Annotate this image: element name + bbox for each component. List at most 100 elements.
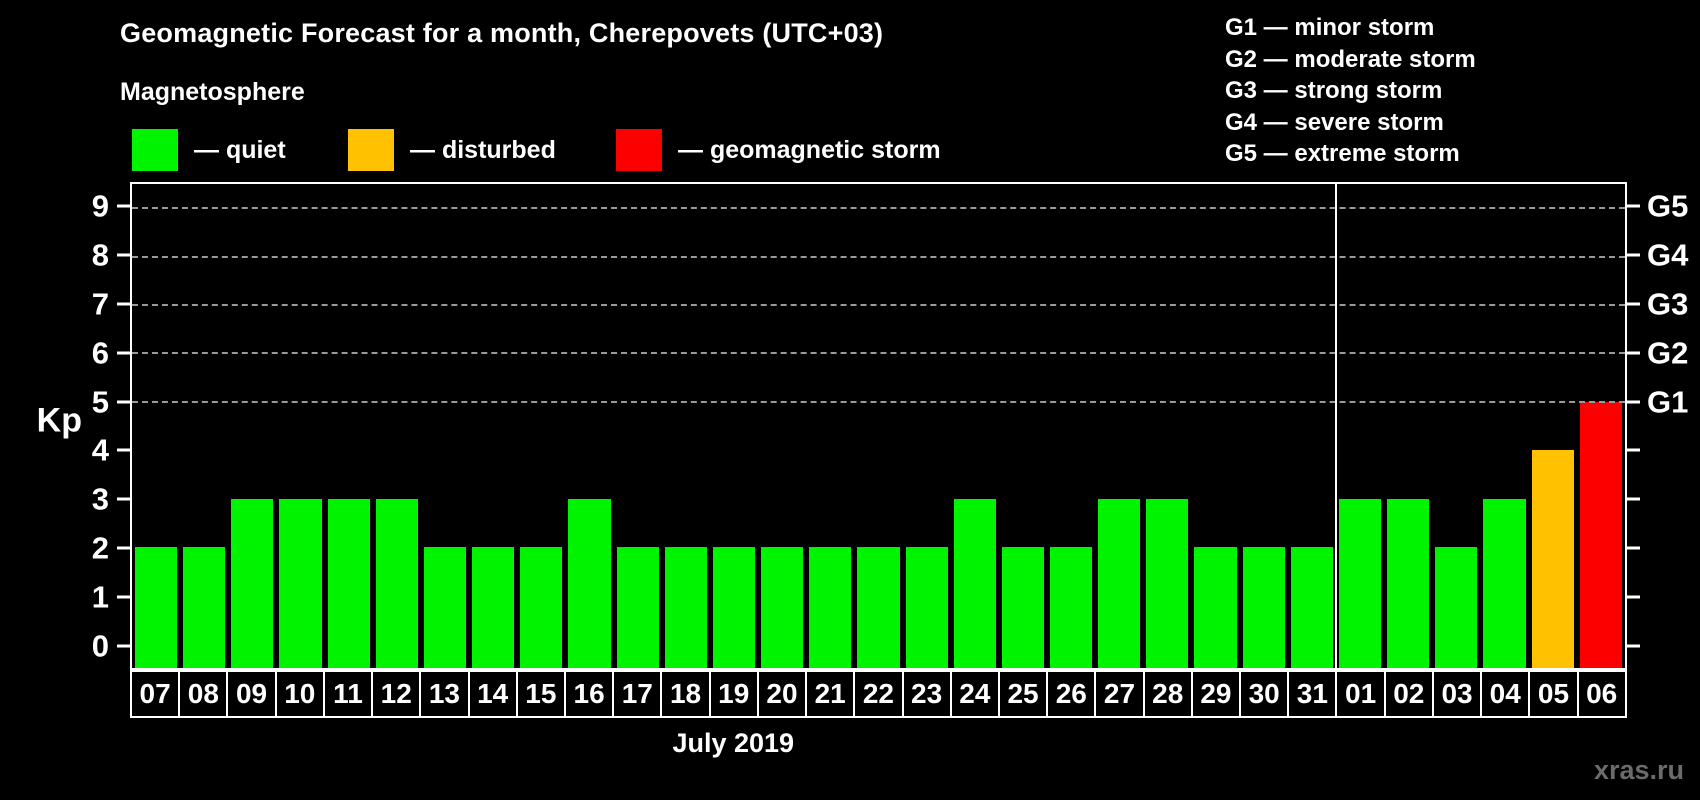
- magnetosphere-label: Magnetosphere: [120, 78, 305, 106]
- kp-bar-day-02: [1387, 498, 1430, 668]
- kp-bar-day-04: [1483, 498, 1526, 668]
- day-label-13: 13: [419, 672, 467, 716]
- y-tick-right-3: [1627, 497, 1640, 501]
- day-label-09: 09: [226, 672, 274, 716]
- y-tick-left-8: [117, 253, 130, 257]
- kp-bar-day-06: [1579, 401, 1622, 668]
- kp-bar-day-25: [1001, 547, 1044, 668]
- y-tick-left-1: [117, 595, 130, 599]
- y-tick-right-1: [1627, 595, 1640, 599]
- day-label-05: 05: [1528, 672, 1576, 716]
- kp-bar-day-01: [1338, 498, 1382, 668]
- legend-swatch-quiet: [132, 129, 178, 171]
- kp-bar-day-23: [905, 547, 948, 668]
- kp-bar-day-11: [327, 498, 370, 668]
- day-label-03: 03: [1431, 672, 1480, 716]
- y-tick-left-9: [117, 204, 130, 208]
- x-axis-label: July 2019: [672, 728, 795, 758]
- y-tick-left-0: [117, 644, 130, 648]
- kp-bar-day-20: [761, 547, 804, 668]
- kp-bar-day-09: [231, 498, 274, 668]
- storm-scale-line-g3: G3 — strong storm: [1225, 77, 1443, 104]
- kp-bar-day-16: [568, 498, 611, 668]
- kp-bar-day-19: [712, 547, 756, 668]
- kp-bar-day-17: [616, 547, 659, 668]
- y-tick-right-5: [1627, 400, 1640, 404]
- kp-bar-day-21: [809, 547, 852, 668]
- y-tick-label-8: 8: [91, 237, 109, 273]
- g-scale-label-G4: G4: [1647, 237, 1689, 273]
- kp-bar-day-26: [1049, 547, 1093, 668]
- storm-scale-legend: G1 — minor storm G2 — moderate storm G3 — …: [1225, 12, 1476, 170]
- y-tick-left-6: [117, 351, 130, 355]
- gridline-kp-7: [132, 304, 1625, 306]
- day-label-26: 26: [1046, 672, 1094, 716]
- y-tick-right-8: [1627, 253, 1640, 257]
- y-tick-label-4: 4: [91, 432, 109, 468]
- kp-bar-day-29: [1194, 547, 1237, 668]
- kp-bar-day-03: [1435, 547, 1478, 668]
- day-label-06: 06: [1576, 672, 1625, 716]
- kp-bar-day-22: [857, 547, 900, 668]
- y-axis-label: Kp: [36, 401, 82, 440]
- day-label-29: 29: [1190, 672, 1239, 716]
- day-label-31: 31: [1287, 672, 1335, 716]
- x-axis-day-labels: 07 08 09 10 11 12 13 14 15 16 17 18 19 20 21 22 23 24 25 26…: [130, 670, 1627, 718]
- storm-scale-line-g4: G4 — severe storm: [1225, 108, 1444, 136]
- y-tick-left-7: [117, 302, 130, 306]
- storm-scale-line-g1: G1 — minor storm: [1225, 14, 1435, 41]
- day-label-14: 14: [467, 672, 516, 716]
- kp-bar-day-15: [520, 547, 563, 668]
- legend-label-quiet: — quiet: [194, 135, 286, 164]
- kp-bar-day-05: [1531, 450, 1574, 668]
- month-separator-line: [1335, 184, 1338, 668]
- gridline-kp-9: [132, 207, 1625, 210]
- day-label-08: 08: [178, 672, 226, 716]
- y-tick-right-2: [1627, 546, 1640, 550]
- bars-container: [132, 184, 1625, 668]
- day-label-22: 22: [853, 672, 901, 716]
- kp-bar-day-07: [135, 547, 178, 668]
- legend-item-disturbed: — disturbed: [348, 128, 556, 172]
- kp-bar-day-30: [1242, 547, 1285, 668]
- day-label-15: 15: [515, 672, 564, 716]
- page-title: Geomagnetic Forecast for a month, Cherep…: [120, 18, 884, 48]
- kp-bar-day-08: [183, 547, 226, 668]
- g-scale-label-G1: G1: [1647, 384, 1689, 420]
- day-label-30: 30: [1239, 672, 1287, 716]
- day-label-28: 28: [1142, 672, 1191, 716]
- day-label-18: 18: [660, 672, 708, 716]
- day-label-17: 17: [612, 672, 660, 716]
- y-tick-label-9: 9: [91, 188, 109, 224]
- day-label-07: 07: [139, 678, 171, 709]
- day-label-02: 02: [1383, 672, 1432, 716]
- kp-bar-day-24: [953, 498, 996, 668]
- day-label-21: 21: [805, 672, 853, 716]
- g-scale-label-G3: G3: [1647, 286, 1689, 322]
- kp-bar-day-14: [472, 547, 515, 668]
- plot-area: [130, 182, 1627, 670]
- legend-item-quiet: — quiet: [132, 128, 286, 172]
- watermark: xras.ru: [1593, 755, 1684, 785]
- y-tick-label-3: 3: [91, 481, 109, 517]
- legend-swatch-storm: [616, 129, 662, 171]
- storm-scale-line-g2: G2 — moderate storm: [1225, 45, 1476, 73]
- day-label-23: 23: [901, 672, 950, 716]
- kp-bar-day-12: [375, 498, 418, 668]
- y-tick-label-2: 2: [91, 530, 109, 566]
- day-label-01: 01: [1335, 672, 1383, 716]
- kp-bar-chart: Kp 07 08 09 10 11 12 13 14 15 16 17 18 19 20 21 22 23 24 2…: [37, 182, 1688, 758]
- y-tick-right-9: [1627, 204, 1640, 208]
- kp-bar-day-10: [279, 498, 322, 668]
- legend-label-storm: — geomagnetic storm: [678, 135, 941, 164]
- day-label-25: 25: [997, 672, 1046, 716]
- day-label-10: 10: [274, 672, 323, 716]
- day-label-04: 04: [1480, 672, 1528, 716]
- y-tick-right-6: [1627, 351, 1640, 355]
- y-tick-label-6: 6: [91, 335, 109, 371]
- y-tick-left-5: [117, 400, 130, 404]
- legend-swatch-disturbed: [348, 129, 394, 171]
- y-tick-right-7: [1627, 302, 1640, 306]
- kp-bar-day-31: [1290, 547, 1333, 668]
- kp-bar-day-28: [1146, 498, 1189, 668]
